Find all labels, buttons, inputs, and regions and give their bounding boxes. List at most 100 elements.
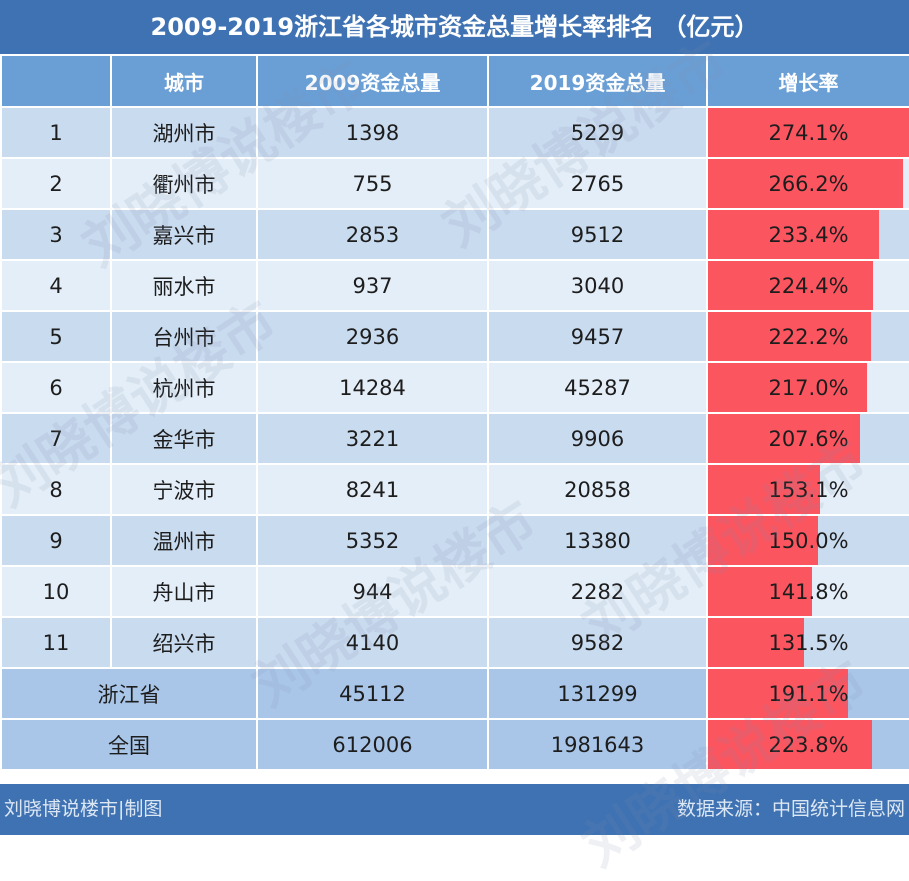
growth-rate-label: 141.8% xyxy=(768,579,849,604)
growth-rate-label: 266.2% xyxy=(768,171,849,196)
growth-rate-bar xyxy=(708,567,812,616)
table-row: 6 杭州市 14284 45287 217.0% xyxy=(0,361,909,414)
table-row: 3 嘉兴市 2853 9512 233.4% xyxy=(0,208,909,261)
city-cell: 舟山市 xyxy=(110,565,258,618)
city-cell: 湖州市 xyxy=(110,106,258,159)
rank-cell: 7 xyxy=(0,412,112,465)
total-2019-cell: 9457 xyxy=(487,310,708,363)
table-row: 10 舟山市 944 2282 141.8% xyxy=(0,565,909,618)
total-2019-cell: 2282 xyxy=(487,565,708,618)
total-2019-cell: 5229 xyxy=(487,106,708,159)
header-city: 城市 xyxy=(110,54,258,108)
growth-rate-label: 217.0% xyxy=(768,375,849,400)
table-row: 7 金华市 3221 9906 207.6% xyxy=(0,412,909,465)
growth-rate-label: 207.6% xyxy=(768,426,849,451)
growth-ranking-table: 城市 2009资金总量 2019资金总量 增长率 1 湖州市 1398 5229… xyxy=(0,54,909,771)
growth-rate-cell: 153.1% xyxy=(706,463,909,516)
header-growth-rate: 增长率 xyxy=(706,54,909,108)
total-2019-cell: 9512 xyxy=(487,208,708,261)
growth-rate-bar xyxy=(708,363,868,412)
summary-row-national: 全国 612006 1981643 223.8% xyxy=(0,718,909,771)
total-2009-cell: 14284 xyxy=(256,361,489,414)
city-cell: 宁波市 xyxy=(110,463,258,516)
total-2009-cell: 45112 xyxy=(256,667,489,720)
growth-rate-cell: 223.8% xyxy=(706,718,909,771)
rank-cell: 9 xyxy=(0,514,112,567)
growth-rate-label: 150.0% xyxy=(768,528,849,553)
page-title: 2009-2019浙江省各城市资金总量增长率排名 （亿元） xyxy=(0,0,909,54)
total-2009-cell: 5352 xyxy=(256,514,489,567)
total-2009-cell: 612006 xyxy=(256,718,489,771)
total-2019-cell: 13380 xyxy=(487,514,708,567)
growth-rate-cell: 222.2% xyxy=(706,310,909,363)
header-rank xyxy=(0,54,112,108)
table-header-row: 城市 2009资金总量 2019资金总量 增长率 xyxy=(0,54,909,108)
growth-rate-cell: 217.0% xyxy=(706,361,909,414)
header-2009-total: 2009资金总量 xyxy=(256,54,489,108)
rank-cell: 10 xyxy=(0,565,112,618)
footer-source: 数据来源：中国统计信息网 xyxy=(676,798,905,820)
total-2019-cell: 1981643 xyxy=(487,718,708,771)
table-row: 8 宁波市 8241 20858 153.1% xyxy=(0,463,909,516)
table-row: 9 温州市 5352 13380 150.0% xyxy=(0,514,909,567)
total-2009-cell: 3221 xyxy=(256,412,489,465)
table-row: 2 衢州市 755 2765 266.2% xyxy=(0,157,909,210)
growth-rate-bar xyxy=(708,414,861,463)
city-cell: 衢州市 xyxy=(110,157,258,210)
table-row: 5 台州市 2936 9457 222.2% xyxy=(0,310,909,363)
growth-rate-bar xyxy=(708,159,904,208)
summary-label: 浙江省 xyxy=(0,667,258,720)
total-2009-cell: 755 xyxy=(256,157,489,210)
total-2019-cell: 3040 xyxy=(487,259,708,312)
growth-rate-label: 191.1% xyxy=(768,681,849,706)
total-2009-cell: 937 xyxy=(256,259,489,312)
growth-rate-label: 233.4% xyxy=(768,222,849,247)
total-2019-cell: 2765 xyxy=(487,157,708,210)
growth-rate-cell: 266.2% xyxy=(706,157,909,210)
growth-rate-bar xyxy=(708,720,873,769)
rank-cell: 2 xyxy=(0,157,112,210)
total-2009-cell: 944 xyxy=(256,565,489,618)
growth-rate-cell: 150.0% xyxy=(706,514,909,567)
growth-rate-cell: 274.1% xyxy=(706,106,909,159)
growth-rate-bar xyxy=(708,210,880,259)
total-2009-cell: 1398 xyxy=(256,106,489,159)
header-2019-total: 2019资金总量 xyxy=(487,54,708,108)
growth-rate-cell: 233.4% xyxy=(706,208,909,261)
total-2009-cell: 8241 xyxy=(256,463,489,516)
total-2019-cell: 9906 xyxy=(487,412,708,465)
growth-rate-bar xyxy=(708,108,909,157)
growth-rate-bar xyxy=(708,312,871,361)
total-2019-cell: 45287 xyxy=(487,361,708,414)
rank-cell: 3 xyxy=(0,208,112,261)
city-cell: 金华市 xyxy=(110,412,258,465)
growth-rate-bar xyxy=(708,465,821,514)
total-2009-cell: 2853 xyxy=(256,208,489,261)
rank-cell: 11 xyxy=(0,616,112,669)
table-row: 1 湖州市 1398 5229 274.1% xyxy=(0,106,909,159)
footer-bar: 刘晓博说楼市|制图 数据来源：中国统计信息网 xyxy=(0,784,909,835)
growth-rate-label: 223.8% xyxy=(768,732,849,757)
growth-rate-cell: 191.1% xyxy=(706,667,909,720)
rank-cell: 5 xyxy=(0,310,112,363)
growth-rate-bar xyxy=(708,261,873,310)
city-cell: 绍兴市 xyxy=(110,616,258,669)
city-cell: 杭州市 xyxy=(110,361,258,414)
city-cell: 丽水市 xyxy=(110,259,258,312)
growth-rate-label: 131.5% xyxy=(768,630,849,655)
city-cell: 温州市 xyxy=(110,514,258,567)
footer-credit: 刘晓博说楼市|制图 xyxy=(4,798,163,820)
rank-cell: 4 xyxy=(0,259,112,312)
table-row: 11 绍兴市 4140 9582 131.5% xyxy=(0,616,909,669)
total-2019-cell: 131299 xyxy=(487,667,708,720)
summary-label: 全国 xyxy=(0,718,258,771)
growth-rate-bar xyxy=(708,618,805,667)
growth-rate-cell: 224.4% xyxy=(706,259,909,312)
growth-rate-bar xyxy=(708,516,818,565)
growth-rate-label: 222.2% xyxy=(768,324,849,349)
total-2009-cell: 2936 xyxy=(256,310,489,363)
growth-rate-cell: 207.6% xyxy=(706,412,909,465)
city-cell: 嘉兴市 xyxy=(110,208,258,261)
growth-rate-label: 224.4% xyxy=(768,273,849,298)
growth-rate-label: 274.1% xyxy=(768,120,849,145)
